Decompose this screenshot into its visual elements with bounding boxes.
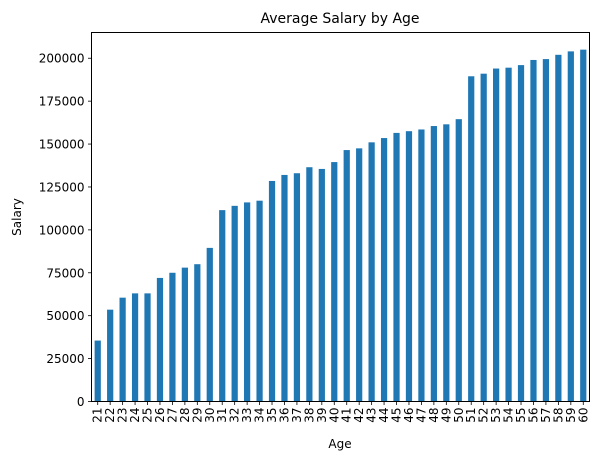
bar-age-57 [542,59,550,402]
x-tick-label: 56 [526,408,540,423]
x-tick-label: 54 [502,408,516,423]
bar-age-30 [206,247,213,402]
x-tick-label: 37 [290,408,304,423]
bar-age-43 [368,142,375,402]
x-tick-label: 58 [551,408,565,423]
bar-age-59 [567,51,574,402]
x-tick-label: 36 [277,408,291,423]
bar-age-48 [430,126,437,402]
x-tick-label: 47 [414,408,428,423]
x-tick-label: 26 [153,408,167,423]
bar-age-21 [94,340,101,402]
bar-age-49 [443,124,450,402]
bar-age-26 [156,277,164,402]
x-axis-label: Age [328,437,351,451]
x-tick-label: 23 [116,408,130,423]
x-tick-label: 45 [390,408,404,423]
y-tick-label: 50000 [46,309,84,323]
x-tick-label: 33 [240,408,254,423]
x-tick-label: 40 [327,408,341,423]
bar-age-44 [380,138,388,402]
x-tick-label: 28 [178,408,192,423]
bar-age-58 [555,54,562,402]
x-tick-label: 46 [402,408,416,423]
bar-age-34 [256,200,263,402]
x-tick-label: 34 [253,408,267,423]
bar-age-55 [517,65,525,402]
bar-age-50 [455,119,462,402]
x-tick-label: 29 [190,408,204,423]
x-tick-label: 52 [477,408,491,423]
x-tick-label: 24 [128,408,142,423]
x-tick-label: 22 [103,408,117,423]
x-tick-label: 57 [539,408,553,423]
bar-age-33 [244,202,251,402]
bar-age-40 [331,162,338,402]
plot-frame [91,32,590,402]
x-tick-label: 31 [215,408,229,423]
x-tick-label: 60 [576,408,590,423]
x-tick-label: 41 [340,408,354,423]
y-tick-label: 100000 [39,223,85,237]
y-axis: 0 25000 50000 75000 100000 125000 150000 175000… [39,52,92,409]
y-tick-label: 125000 [39,180,85,194]
y-tick-label: 0 [77,395,85,409]
x-tick-label: 55 [514,408,528,423]
y-axis-label: Salary [10,198,24,236]
x-tick-label: 43 [365,408,379,423]
x-axis: 2122232425262728293031323334353637383940… [91,401,590,423]
bar-age-27 [169,272,176,402]
bar-age-47 [418,129,425,402]
bar-age-53 [493,68,500,402]
bar-age-51 [468,76,475,402]
bar-age-37 [293,173,301,402]
x-tick-label: 48 [427,408,441,423]
bar-age-38 [306,167,313,402]
x-tick-label: 21 [91,408,105,423]
x-tick-label: 42 [352,408,366,423]
bar-age-32 [231,205,238,402]
x-tick-label: 49 [439,408,453,423]
bar-age-36 [281,174,288,402]
bar-age-60 [580,49,587,402]
x-tick-label: 25 [141,408,155,423]
x-tick-label: 27 [165,408,179,423]
bar-age-41 [343,150,350,402]
y-tick-label: 200000 [39,52,85,66]
bar-age-56 [530,59,537,402]
bar-age-39 [318,168,325,402]
bar-age-46 [405,131,413,402]
x-tick-label: 59 [564,408,578,423]
bars-group [94,49,587,402]
x-tick-label: 35 [265,408,279,423]
x-tick-label: 38 [302,408,316,423]
x-tick-label: 50 [452,408,466,423]
y-tick-label: 150000 [39,138,85,152]
y-tick-label: 25000 [46,352,84,366]
bar-age-42 [356,148,363,402]
x-tick-label: 32 [228,408,242,423]
x-tick-label: 30 [203,408,217,423]
bar-age-54 [505,67,512,402]
bar-age-28 [181,267,188,402]
bar-age-52 [480,73,487,402]
x-tick-label: 51 [464,408,478,423]
y-tick-label: 75000 [46,266,84,280]
bar-age-25 [144,293,151,402]
x-tick-label: 39 [315,408,329,423]
bar-age-29 [194,264,201,402]
x-tick-label: 53 [489,408,503,423]
bar-age-35 [268,180,276,402]
bar-age-45 [393,132,400,402]
bar-age-24 [131,293,139,402]
chart-title: Average Salary by Age [260,11,419,27]
bar-age-22 [107,309,114,402]
bar-age-31 [219,210,226,402]
bar-age-23 [119,297,126,402]
x-tick-label: 44 [377,408,391,423]
y-tick-label: 175000 [39,95,85,109]
